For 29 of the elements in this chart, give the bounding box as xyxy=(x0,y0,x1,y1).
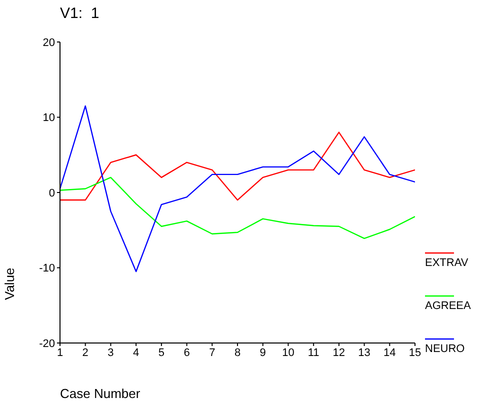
x-tick-label: 11 xyxy=(308,346,320,359)
y-tick-label: 10 xyxy=(42,112,55,124)
y-tick-label: -10 xyxy=(39,262,55,275)
x-tick-label: 13 xyxy=(358,346,370,359)
x-axis-title: Case Number xyxy=(60,386,140,401)
legend-label: AGREEA xyxy=(425,300,472,312)
x-tick-label: 10 xyxy=(282,346,294,359)
x-tick-label: 14 xyxy=(384,346,396,359)
x-tick-label: 2 xyxy=(82,346,88,359)
x-tick-label: 6 xyxy=(184,346,190,359)
y-tick-label: 0 xyxy=(48,187,55,200)
x-tick-label: 15 xyxy=(408,346,422,359)
y-tick-label: 20 xyxy=(42,36,55,49)
x-tick-label: 5 xyxy=(158,346,164,359)
legend-label: EXTRAV xyxy=(425,257,470,269)
y-axis-title: Value xyxy=(2,268,17,300)
chart-title: V1: 1 xyxy=(60,5,100,22)
line-series xyxy=(60,105,415,272)
x-tick-label: 8 xyxy=(234,346,241,359)
legend-label: NEURO xyxy=(425,343,466,355)
x-tick-label: 9 xyxy=(260,346,266,359)
line-series xyxy=(60,132,415,201)
y-tick-label: -20 xyxy=(39,338,55,350)
line-series xyxy=(60,176,415,239)
x-tick-label: 3 xyxy=(108,346,114,359)
x-tick-label: 7 xyxy=(209,346,216,359)
x-tick-label: 1 xyxy=(56,346,64,359)
x-tick-label: 4 xyxy=(133,346,140,359)
x-tick-label: 12 xyxy=(332,346,346,359)
